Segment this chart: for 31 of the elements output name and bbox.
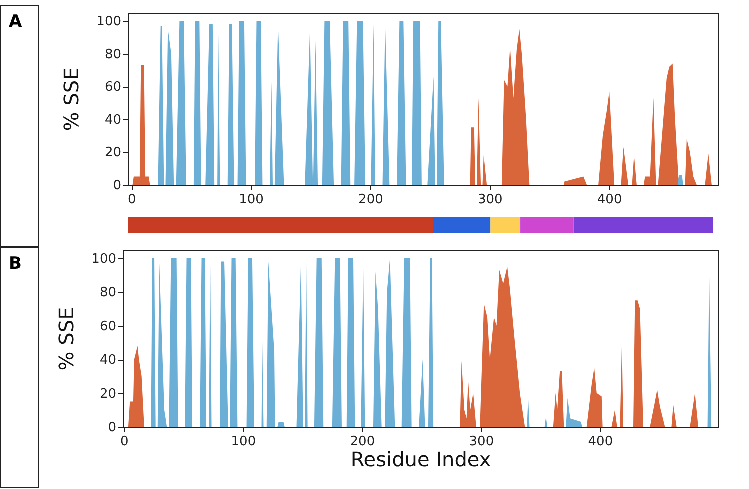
text: B (9, 254, 22, 274)
y-axis-title: % SSE (54, 307, 79, 371)
y-tick-label: 80 (100, 286, 116, 301)
y-tick-label: 100 (92, 252, 116, 267)
text: A (9, 12, 22, 32)
y-tick-label: 60 (100, 319, 116, 334)
y-tick-label: 60 (104, 80, 122, 96)
x-tick-label: 100 (231, 434, 256, 450)
y-tick-label: 80 (104, 47, 122, 62)
x-tick-label: 100 (239, 192, 264, 208)
y-tick-label: 20 (104, 146, 122, 161)
bar (433, 217, 491, 233)
y-axis-title: % SSE (60, 68, 84, 132)
y-tick-label: 40 (104, 112, 122, 128)
y-tick-label: 100 (96, 14, 122, 30)
x-tick-label: 400 (597, 192, 622, 208)
y-tick-label: 0 (113, 178, 122, 194)
bar (490, 217, 521, 233)
bar (520, 217, 574, 233)
x-tick-label: 200 (358, 192, 384, 208)
y-tick-label: 40 (100, 353, 116, 368)
y-tick-label: 20 (100, 386, 116, 402)
bar (128, 217, 434, 233)
x-tick-label: 400 (588, 434, 614, 450)
bar (574, 217, 713, 233)
x-tick-label: 200 (350, 434, 376, 450)
x-tick-label: 0 (128, 192, 136, 208)
x-tick-label: 300 (469, 434, 494, 450)
x-tick-label: 300 (478, 192, 503, 208)
y-tick-label: 0 (108, 420, 116, 436)
x-axis-title: Residue Index (350, 448, 492, 472)
